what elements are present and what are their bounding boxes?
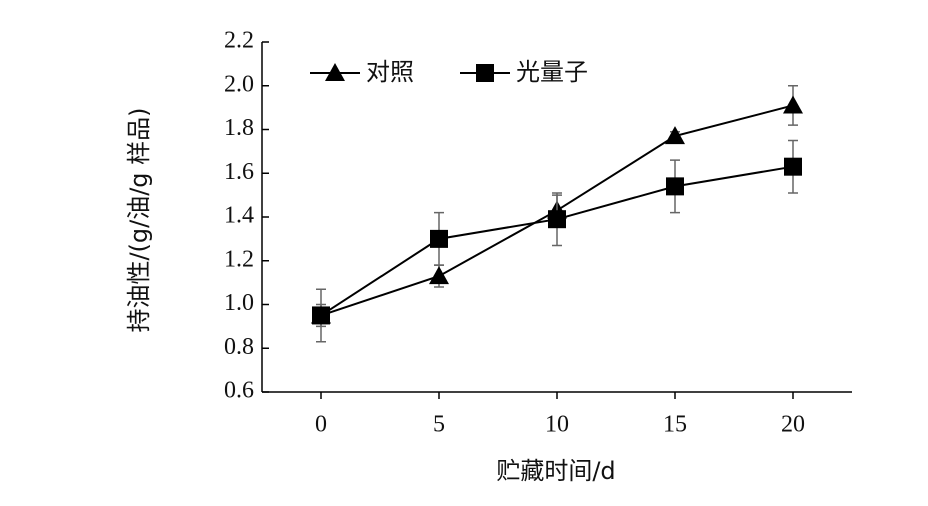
y-tick-label: 1.6	[224, 159, 254, 185]
y-axis-label: 持油性/(g/油/g 样品)	[125, 107, 153, 332]
y-tick-label: 1.2	[224, 246, 254, 272]
legend-label: 对照	[366, 58, 414, 86]
marker	[784, 157, 802, 176]
x-tick-label: 15	[663, 412, 687, 438]
marker	[430, 229, 448, 248]
marker	[783, 95, 803, 114]
x-tick-label: 10	[545, 412, 569, 438]
marker	[429, 266, 449, 285]
y-tick-label: 1.4	[224, 203, 254, 229]
y-tick-label: 1.8	[224, 115, 254, 141]
legend-label: 光量子	[516, 58, 588, 86]
y-tick-label: 2.2	[224, 28, 254, 54]
marker	[666, 177, 684, 196]
legend-marker	[476, 64, 494, 82]
legend-marker	[325, 63, 345, 81]
marker	[312, 306, 330, 325]
marker	[665, 126, 685, 145]
x-tick-label: 0	[315, 412, 327, 438]
x-axis-label: 贮藏时间/d	[496, 457, 615, 485]
y-tick-label: 1.0	[224, 290, 254, 316]
x-tick-label: 5	[433, 412, 445, 438]
x-tick-label: 20	[781, 412, 805, 438]
marker	[548, 210, 566, 229]
y-tick-label: 0.8	[224, 334, 254, 360]
y-tick-label: 2.0	[224, 71, 254, 97]
y-tick-label: 0.6	[224, 378, 254, 404]
